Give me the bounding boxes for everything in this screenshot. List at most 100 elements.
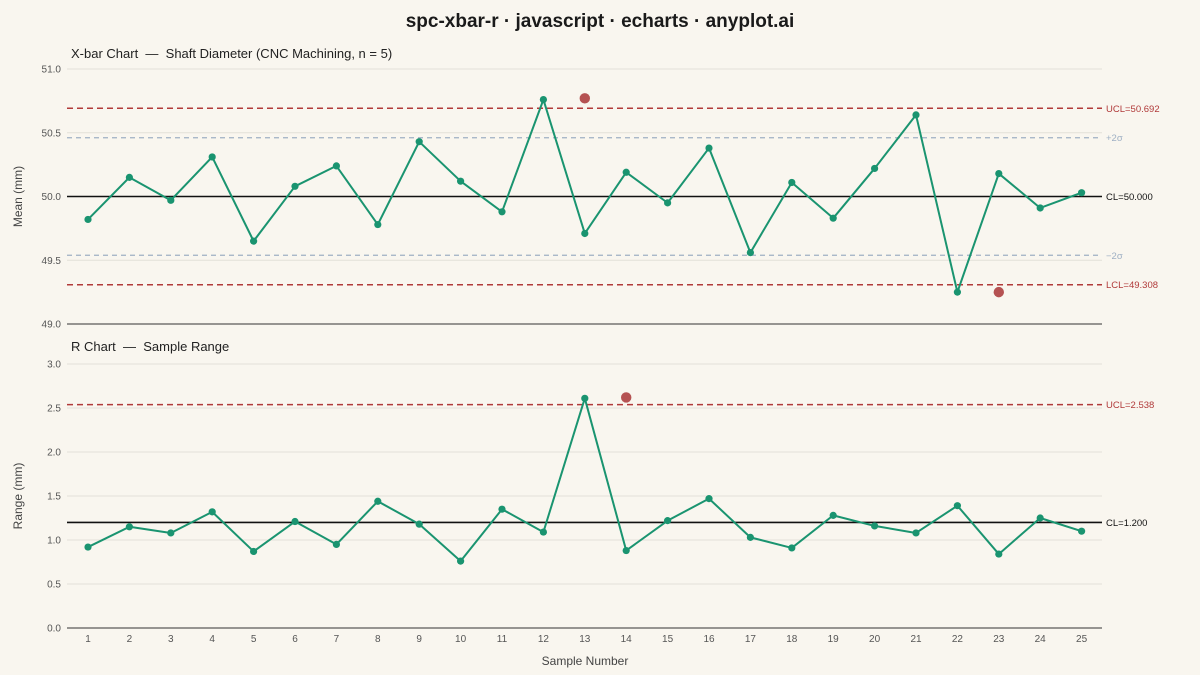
x-tick-label: 10 (455, 634, 467, 645)
x-tick-label: 19 (828, 634, 840, 645)
x-tick-label: 6 (292, 634, 298, 645)
r-data-point (125, 523, 133, 531)
xbar-y-tick-label: 49.0 (42, 320, 62, 331)
xbar-data-point (457, 177, 465, 185)
r-data-point (581, 394, 589, 402)
x-tick-label: 8 (375, 634, 381, 645)
xbar-data-point (788, 178, 796, 187)
xbar-violation-marker (993, 286, 1004, 298)
xbar-data-point (581, 229, 589, 238)
r-data-point (498, 505, 506, 513)
xbar-data-point (539, 96, 548, 104)
x-tick-label: 2 (127, 634, 133, 645)
xbar-violation-marker (579, 93, 590, 104)
x-tick-label: 17 (745, 634, 757, 645)
x-tick-label: 25 (1076, 634, 1088, 645)
xbar-data-point (208, 153, 216, 161)
xbar-data-point (291, 182, 299, 190)
x-tick-label: 22 (952, 634, 964, 645)
page-title: spc-xbar-r · javascript · echarts · anyp… (405, 11, 795, 32)
xbar-data-point (622, 168, 630, 176)
xbar-y-tick-label: 51.0 (42, 65, 62, 76)
xbar-lcl-label: LCL=49.308 (1106, 280, 1158, 291)
r-y-tick-label: 1.0 (47, 536, 61, 547)
r-data-point (788, 544, 796, 552)
xbar-data-point (995, 169, 1003, 178)
r-data-point (912, 529, 920, 537)
r-data-point (705, 495, 713, 503)
x-tick-label: 7 (334, 634, 340, 645)
r-data-point (250, 547, 258, 556)
xbar-data-point (1078, 189, 1086, 197)
xbar-chart-title: X-bar Chart — Shaft Diameter (CNC Machin… (71, 46, 393, 61)
r-chart-name: R Chart (71, 339, 116, 354)
r-violation-marker (621, 392, 632, 403)
r-data-point (374, 497, 382, 505)
r-chart-subtitle: Sample Range (143, 339, 230, 354)
xbar-data-point (1036, 204, 1044, 212)
x-tick-label: 21 (910, 634, 922, 645)
xbar-data-point (871, 164, 879, 173)
r-data-point (871, 522, 879, 530)
x-tick-label: 9 (416, 634, 422, 645)
r-chart-title: R Chart — Sample Range (71, 339, 230, 354)
xbar-y-axis-label: Mean (mm) (11, 166, 25, 227)
r-data-point (664, 517, 672, 525)
xbar-minus2sigma-label: −2σ (1106, 251, 1123, 262)
xbar-plus2sigma-label: +2σ (1106, 133, 1123, 144)
x-tick-label: 18 (786, 634, 798, 645)
r-data-point (457, 557, 465, 565)
r-data-point (1036, 514, 1044, 522)
x-tick-label: 23 (993, 634, 1005, 645)
r-y-tick-label: 2.5 (47, 404, 61, 415)
x-tick-label: 24 (1035, 634, 1047, 645)
x-tick-label: 13 (579, 634, 591, 645)
r-data-point (829, 511, 837, 519)
r-data-point (622, 546, 630, 555)
r-data-point (1078, 527, 1086, 535)
xbar-data-point (84, 215, 92, 224)
r-series-line (87, 397, 1082, 563)
x-tick-label: 12 (538, 634, 550, 645)
r-data-point (291, 517, 299, 526)
xbar-y-tick-label: 50.5 (42, 128, 62, 139)
r-y-tick-label: 2.0 (47, 448, 61, 459)
r-y-axis-label: Range (mm) (11, 463, 25, 530)
x-tick-label: 20 (869, 634, 881, 645)
r-y-tick-label: 1.5 (47, 492, 61, 503)
xbar-data-point (829, 214, 837, 222)
xbar-chart-name: X-bar Chart (71, 46, 139, 61)
xbar-data-point (912, 111, 920, 119)
xbar-cl-label: CL=50.000 (1106, 192, 1153, 203)
r-ucl-label: UCL=2.538 (1106, 400, 1154, 411)
r-data-point (332, 540, 340, 549)
r-cl-label: CL=1.200 (1106, 518, 1147, 529)
r-y-tick-label: 0.0 (47, 624, 61, 635)
xbar-data-point (415, 138, 423, 146)
x-tick-label: 4 (209, 634, 215, 645)
xbar-data-point (664, 199, 672, 207)
xbar-data-point (250, 237, 258, 245)
x-tick-label: 14 (621, 634, 633, 645)
x-tick-label: 3 (168, 634, 174, 645)
xbar-data-point (498, 208, 506, 216)
r-y-tick-label: 3.0 (47, 360, 61, 371)
r-data-point (167, 529, 175, 537)
xbar-y-tick-label: 50.0 (42, 192, 62, 203)
r-data-point (953, 502, 962, 510)
x-axis-label: Sample Number (542, 654, 629, 668)
x-tick-label: 15 (662, 634, 674, 645)
x-tick-label: 1 (85, 634, 91, 645)
xbar-data-point (374, 220, 382, 229)
r-data-point (746, 533, 755, 541)
xbar-data-point (705, 144, 713, 152)
r-data-point (539, 528, 548, 536)
xbar-ucl-label: UCL=50.692 (1106, 104, 1160, 115)
x-tick-label: 5 (251, 634, 257, 645)
r-data-point (208, 508, 216, 516)
xbar-data-point (953, 288, 962, 296)
x-tick-label: 11 (497, 634, 508, 645)
x-tick-label: 16 (703, 634, 715, 645)
